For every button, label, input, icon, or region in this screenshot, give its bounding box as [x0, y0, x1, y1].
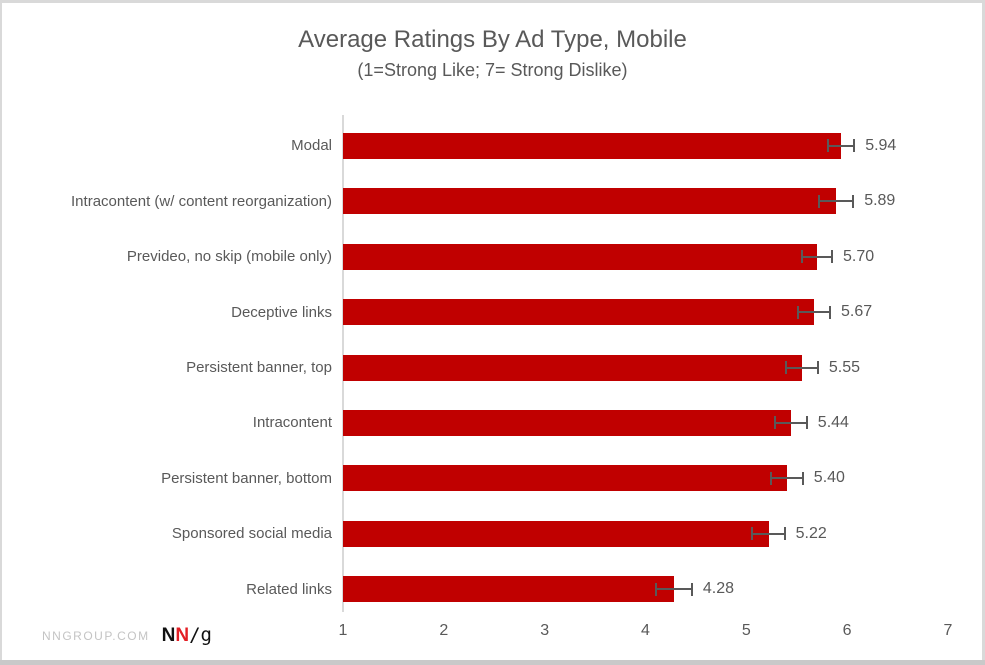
error-bar-line: [785, 366, 818, 369]
error-bar-line: [801, 255, 832, 258]
x-axis-tick-label: 1: [338, 622, 348, 639]
bar-row: Sponsored social media 5.22: [0, 506, 985, 561]
frame-border-left: [0, 0, 2, 665]
category-label: Sponsored social media: [171, 525, 332, 543]
bar: [343, 188, 837, 215]
site-label: NNGROUP.COM: [42, 628, 150, 643]
bar-row: Related links 4.28: [0, 562, 985, 617]
value-label: 5.44: [817, 413, 849, 431]
error-bar-cap-left: [769, 471, 772, 485]
category-label: Related links: [246, 580, 332, 598]
error-bar-line: [770, 477, 803, 480]
nng-logo: NN/g: [162, 624, 212, 647]
value-label: 5.22: [795, 524, 827, 542]
bar-row: Intracontent (w/ content reorganization)…: [0, 174, 985, 229]
error-bar-cap-left: [817, 194, 820, 208]
x-axis-tick-label: 2: [439, 622, 449, 639]
nng-logo-slash-g: /g: [189, 624, 212, 646]
footer: NNGROUP.COM NN/g: [42, 624, 212, 647]
frame-border-bottom: [0, 660, 985, 665]
category-label: Modal: [291, 137, 332, 155]
category-label: Deceptive links: [231, 303, 332, 321]
value-label: 5.55: [828, 358, 861, 376]
bar: [343, 132, 842, 159]
value-label: 5.67: [841, 303, 873, 321]
x-axis-tick-label: 6: [842, 622, 852, 639]
bar: [343, 576, 674, 603]
value-label: 5.70: [843, 247, 875, 265]
bar: [343, 299, 814, 326]
category-label: Persistent banner, top: [186, 359, 332, 377]
error-bar-cap-right: [829, 305, 831, 319]
frame-border-right: [982, 0, 985, 665]
error-bar-cap-left: [784, 361, 787, 375]
error-bar-cap-left: [654, 582, 657, 596]
x-axis-tick-label: 3: [540, 622, 550, 639]
nng-logo-n2: N: [175, 625, 190, 646]
error-bar-line: [828, 144, 855, 147]
bar-row: Modal 5.94: [0, 118, 985, 173]
frame-border-top: [0, 0, 985, 3]
error-bar-cap-right: [816, 361, 819, 375]
error-bar-line: [752, 532, 785, 535]
error-bar-line: [818, 200, 854, 203]
error-bar-line: [655, 588, 692, 591]
x-axis-tick-label: 7: [943, 622, 953, 639]
error-bar-line: [774, 421, 807, 424]
error-bar-cap-left: [800, 250, 803, 264]
category-label: Intracontent (w/ content reorganization): [71, 192, 332, 210]
category-label: Persistent banner, bottom: [161, 469, 332, 487]
value-label: 5.94: [865, 136, 897, 154]
value-label: 5.89: [864, 192, 896, 210]
category-label: Prevideo, no skip (mobile only): [126, 248, 332, 266]
bar-row: Persistent banner, top 5.55: [0, 340, 985, 395]
bar-row: Prevideo, no skip (mobile only) 5.70: [0, 229, 985, 284]
error-bar-cap-right: [853, 139, 856, 153]
category-label: Intracontent: [252, 414, 332, 432]
bar: [343, 409, 791, 436]
error-bar-line: [797, 311, 830, 314]
bar-row: Intracontent 5.44: [0, 395, 985, 450]
error-bar-cap-right: [831, 250, 833, 264]
x-axis-tick-label: 5: [741, 622, 751, 639]
value-label: 4.28: [702, 580, 735, 598]
error-bar-cap-left: [796, 305, 799, 319]
nng-logo-n1: N: [161, 625, 176, 646]
bar-row: Deceptive links 5.67: [0, 285, 985, 340]
value-label: 5.40: [813, 469, 845, 487]
error-bar-cap-left: [773, 416, 776, 430]
error-bar-cap-right: [783, 527, 786, 541]
chart-title: Average Ratings By Ad Type, Mobile: [298, 26, 687, 53]
bar: [343, 465, 787, 492]
error-bar-cap-right: [852, 194, 855, 208]
bar-row: Persistent banner, bottom 5.40: [0, 451, 985, 506]
bar: [343, 354, 802, 381]
x-axis-tick-label: 4: [641, 622, 650, 639]
bar: [343, 243, 817, 270]
error-bar-cap-right: [690, 582, 693, 596]
error-bar-cap-right: [801, 471, 804, 485]
chart-subtitle: (1=Strong Like; 7= Strong Dislike): [357, 60, 628, 80]
error-bar-cap-left: [751, 527, 754, 541]
error-bar-cap-left: [827, 139, 829, 153]
error-bar-cap-right: [805, 416, 808, 430]
bar: [343, 520, 769, 547]
